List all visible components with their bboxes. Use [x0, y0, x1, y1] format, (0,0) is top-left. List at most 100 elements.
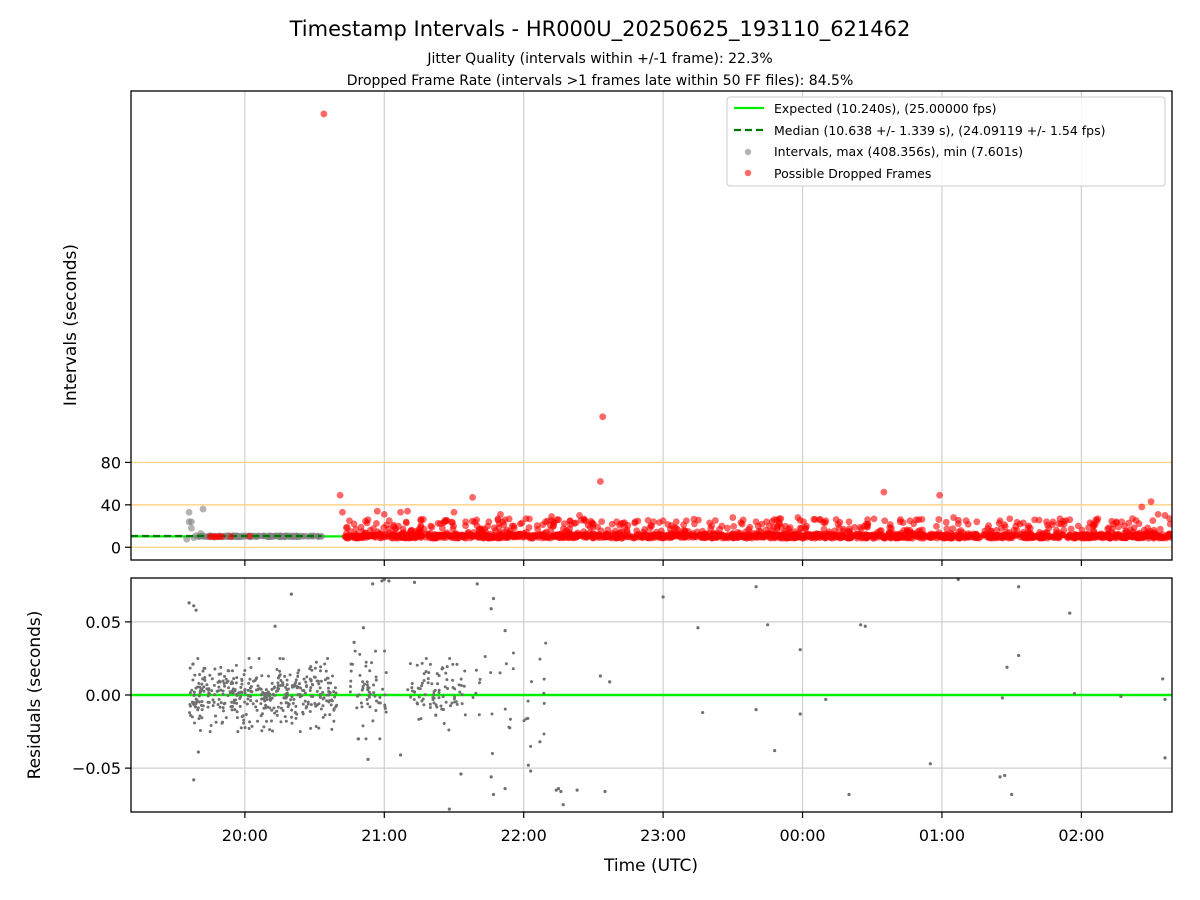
residual-point [428, 662, 432, 666]
dropped-frame-point [1156, 525, 1164, 533]
residual-point-8 [380, 579, 384, 583]
residual-point [214, 714, 218, 718]
residual-point-22 [447, 807, 451, 811]
dropped-frame-point [870, 515, 878, 523]
dropped-frame-point-21 [427, 522, 435, 530]
residual-point [361, 684, 365, 688]
residual-point [437, 688, 441, 692]
residual-point [191, 662, 195, 666]
residual-point [262, 725, 266, 729]
dropped-frame-point-55 [950, 514, 957, 521]
residual-point [196, 685, 200, 689]
residual-point [249, 684, 253, 688]
residual-point [240, 677, 244, 681]
residual-point [416, 686, 420, 690]
dropped-frame-point-45 [752, 518, 760, 526]
dropped-frame-point [681, 527, 689, 535]
dropped-frame-point [935, 516, 943, 523]
residuals-panel: 0.05 0.00 −0.05 20:00 21:00 22:00 23:00 00:00 0… [25, 577, 1173, 876]
residual-point [238, 696, 242, 700]
dropped-frame-point [1147, 529, 1155, 537]
residual-point [275, 713, 279, 717]
residual-point [474, 691, 478, 695]
residual-point [197, 694, 201, 698]
dropped-frame-point-58 [1019, 519, 1027, 527]
residual-point [276, 684, 280, 688]
residual-point [201, 669, 205, 673]
intervals-y-ticks: 0 40 80 [101, 453, 131, 557]
residual-point [269, 719, 273, 723]
dropped-frame-point-27 [497, 510, 504, 518]
dropped-frame-point [720, 532, 728, 540]
dropped-frame-point [362, 529, 370, 537]
residual-point [256, 687, 260, 691]
residual-point [294, 716, 298, 720]
residual-point [275, 709, 279, 713]
residual-point [224, 677, 228, 681]
dropped-frame-point [1067, 525, 1075, 533]
dropped-frame-point [441, 518, 449, 526]
dropped-frame-point-33 [566, 517, 574, 525]
residual-point [257, 656, 261, 660]
residual-point [483, 655, 487, 659]
residual-point [420, 699, 424, 703]
dropped-frame-point [561, 520, 568, 528]
residual-point [453, 687, 457, 691]
dropped-frame-point-5 [218, 533, 226, 541]
residual-point [326, 686, 330, 690]
residuals-xtick-label-2: 22:00 [501, 826, 547, 845]
residual-point [434, 713, 438, 717]
dropped-frame-point [943, 525, 951, 533]
dropped-frame-point [1082, 530, 1090, 538]
residual-point [424, 669, 428, 673]
intervals-ytick-label-1: 40 [101, 496, 121, 515]
residual-point [327, 690, 331, 694]
dropped-frame-point [1071, 531, 1079, 538]
residual-point [202, 689, 206, 693]
dropped-frame-point [1074, 522, 1082, 530]
residual-point [315, 689, 319, 693]
dropped-frame-point [642, 531, 650, 538]
residual-point [246, 697, 250, 701]
residual-point [202, 666, 206, 670]
residual-point [471, 695, 475, 699]
residual-point [221, 720, 225, 724]
dropped-frame-point-53 [915, 516, 923, 524]
residual-point [279, 678, 283, 682]
dropped-frame-point [1112, 531, 1120, 538]
residual-point [312, 675, 316, 679]
residual-point [210, 677, 214, 681]
dropped-frame-point [840, 527, 848, 535]
residual-point [377, 701, 381, 705]
residual-point [188, 666, 192, 670]
residual-point [364, 664, 368, 668]
residual-point [206, 705, 210, 709]
residual-point-29 [556, 787, 561, 791]
residuals-xtick-label-5: 01:00 [919, 826, 965, 845]
residual-point [276, 681, 280, 685]
residual-point [436, 682, 440, 686]
residual-point [230, 704, 234, 708]
residual-point [356, 694, 360, 698]
residual-point [201, 677, 205, 681]
dropped-frame-point [1055, 529, 1063, 537]
residual-point-54 [1005, 665, 1009, 669]
dropped-frame-point [1097, 530, 1105, 538]
dropped-frame-point-36 [596, 478, 604, 485]
residual-point [542, 701, 546, 705]
residual-point [281, 657, 285, 661]
residual-point [259, 702, 263, 706]
residual-point [227, 686, 231, 690]
residual-point-39 [754, 585, 758, 589]
residual-point [248, 720, 252, 724]
residual-point [511, 667, 515, 671]
residual-point [443, 685, 447, 689]
dropped-frame-point [1056, 515, 1064, 523]
residual-point [212, 683, 216, 687]
dropped-frame-point-63 [1129, 515, 1136, 523]
residual-point [260, 674, 264, 678]
residual-point [544, 641, 548, 645]
dropped-frame-point-10 [339, 508, 346, 516]
residual-point [439, 704, 443, 708]
residual-point [460, 693, 464, 697]
